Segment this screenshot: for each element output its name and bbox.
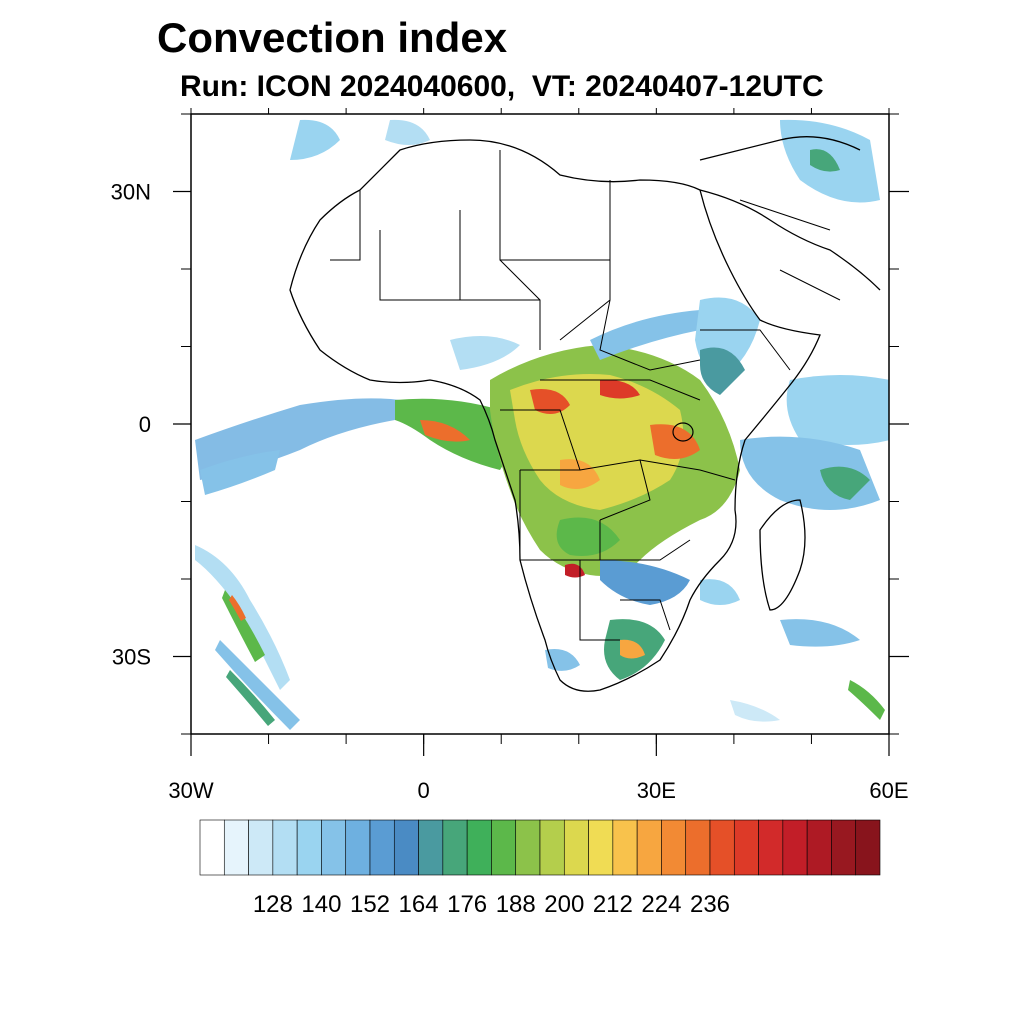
colorbar-swatch — [636, 819, 662, 876]
lon-tick-label: 30W — [168, 778, 213, 803]
colorbar-swatch — [418, 819, 444, 876]
colorbar-label: 236 — [690, 891, 730, 918]
convection-field — [195, 119, 889, 730]
colorbar-swatch — [831, 819, 857, 876]
lat-tick-label: 30S — [112, 645, 151, 670]
colorbar-swatch — [855, 819, 881, 876]
colorbar-swatch — [345, 819, 371, 876]
colorbar-swatch — [661, 819, 687, 876]
colorbar-swatch — [491, 819, 517, 876]
colorbar-label: 164 — [399, 891, 439, 918]
colorbar-swatch — [296, 819, 322, 876]
colorbar-swatch — [369, 819, 395, 876]
coastlines — [289, 136, 881, 692]
colorbar-swatch — [442, 819, 468, 876]
colorbar-label: 152 — [350, 891, 390, 918]
colorbar-label: 140 — [301, 891, 341, 918]
colorbar-label: 188 — [496, 891, 536, 918]
chart-title: Convection index — [157, 14, 508, 61]
lat-tick-label: 30N — [111, 180, 151, 205]
colorbar-swatch — [709, 819, 735, 876]
colorbar: 128 140 152 164 176 188 200 212 224 236 — [199, 819, 881, 918]
colorbar-swatch — [321, 819, 347, 876]
colorbar-swatch — [612, 819, 638, 876]
lon-tick-label: 60E — [869, 778, 908, 803]
colorbar-swatch — [539, 819, 565, 876]
colorbar-swatch — [393, 819, 419, 876]
country-borders — [330, 150, 841, 641]
chart-subtitle: Run: ICON 2024040600, VT: 20240407-12UTC — [180, 70, 824, 103]
colorbar-label: 200 — [544, 891, 584, 918]
colorbar-swatch — [223, 819, 249, 876]
colorbar-swatch — [515, 819, 541, 876]
colorbar-label: 176 — [447, 891, 487, 918]
colorbar-label: 224 — [641, 891, 681, 918]
colorbar-swatch — [248, 819, 274, 876]
colorbar-label: 128 — [253, 891, 293, 918]
lat-tick-label: 0 — [139, 412, 151, 437]
colorbar-swatch — [685, 819, 711, 876]
lon-tick-label: 0 — [418, 778, 430, 803]
colorbar-swatch — [588, 819, 614, 876]
colorbar-swatch — [199, 819, 225, 876]
colorbar-swatch — [733, 819, 759, 876]
colorbar-swatch — [758, 819, 784, 876]
lake-victoria — [672, 422, 694, 442]
colorbar-swatch — [563, 819, 589, 876]
colorbar-swatch — [272, 819, 298, 876]
colorbar-label: 212 — [593, 891, 633, 918]
colorbar-swatch — [806, 819, 832, 876]
lon-tick-label: 30E — [637, 778, 676, 803]
map-axes: 30W 0 30E 60E 30N 0 30S — [111, 108, 909, 803]
colorbar-swatch — [466, 819, 492, 876]
colorbar-swatch — [782, 819, 808, 876]
